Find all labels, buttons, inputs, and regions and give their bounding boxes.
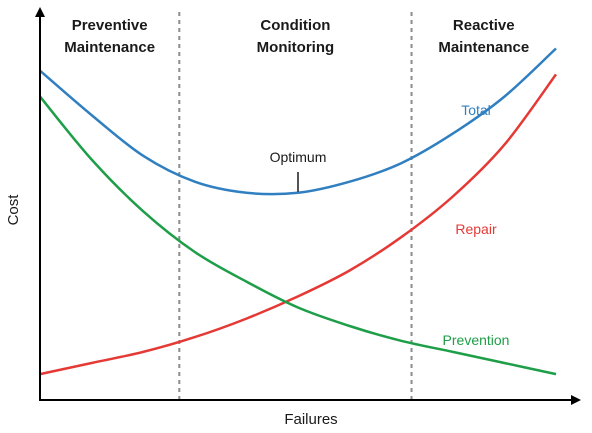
- region-title-3-line2: Maintenance: [438, 39, 529, 56]
- region-title-2-line1: Condition: [260, 17, 330, 34]
- region-title-1-line2: Maintenance: [64, 39, 155, 56]
- series-label-repair: Repair: [455, 221, 497, 237]
- repair-curve: [39, 73, 558, 376]
- series-labels: Total Repair Prevention: [443, 102, 510, 348]
- axes: [35, 7, 581, 405]
- total-curve: [39, 47, 557, 196]
- x-axis-label: Failures: [284, 411, 337, 428]
- annotations: Optimum: [270, 149, 327, 192]
- y-axis-label: Cost: [5, 194, 22, 226]
- region-titles: Preventive Maintenance Condition Monitoring…: [64, 17, 529, 56]
- series-curves: [39, 47, 558, 376]
- series-label-total: Total: [461, 102, 491, 118]
- prevention-curve: [39, 95, 557, 376]
- region-title-1-line1: Preventive: [72, 17, 148, 34]
- region-title-3-line1: Reactive: [453, 17, 515, 34]
- region-dividers: [178, 12, 413, 400]
- series-label-prevention: Prevention: [443, 332, 510, 348]
- optimum-label: Optimum: [270, 149, 327, 165]
- region-title-2-line2: Monitoring: [257, 39, 334, 56]
